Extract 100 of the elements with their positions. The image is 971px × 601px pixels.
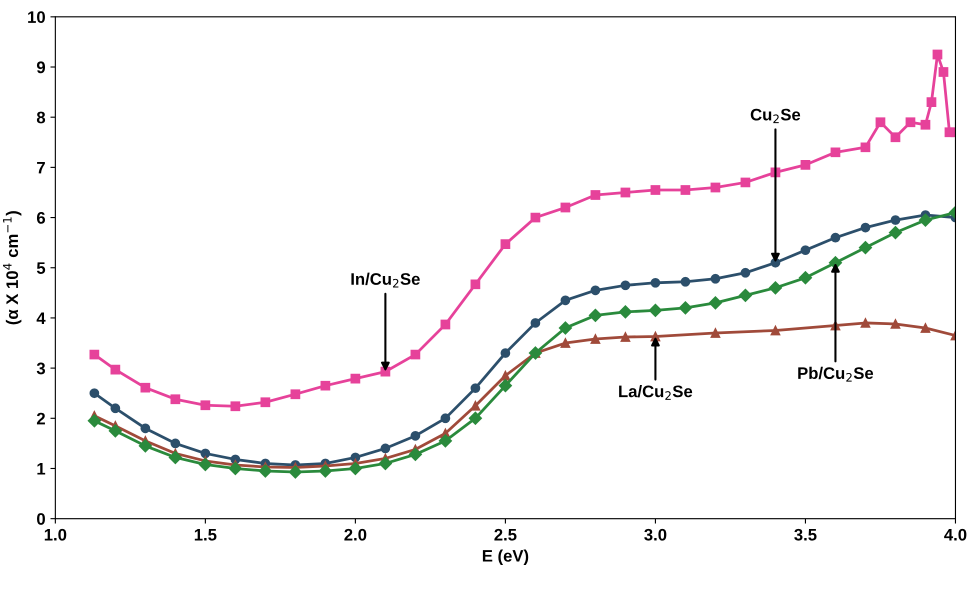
point [890, 319, 900, 329]
point [470, 279, 480, 290]
point [648, 304, 662, 317]
point [200, 400, 210, 410]
point [860, 318, 870, 328]
point [918, 213, 932, 227]
point [440, 320, 450, 330]
y-axis-title: (α X 10$^{4}$ cm$^{−1}$) [3, 211, 22, 324]
point [560, 296, 570, 306]
point [348, 462, 362, 476]
point [138, 439, 152, 452]
point [770, 326, 780, 336]
point [888, 226, 902, 240]
point [198, 458, 212, 472]
x-tick-label: 3.0 [644, 528, 666, 541]
point [740, 178, 750, 188]
point [378, 456, 392, 470]
point [500, 348, 510, 358]
x-tick-label: 1.5 [194, 528, 216, 541]
point [926, 97, 936, 107]
point [560, 338, 570, 348]
point [920, 120, 930, 130]
y-tick-label: 1 [37, 463, 46, 475]
y-tick-label: 2 [36, 412, 45, 424]
point [860, 142, 870, 152]
point [228, 462, 242, 476]
annotation: In/Cu$_{2}$Se [351, 272, 420, 288]
point [800, 160, 810, 170]
x-tick-label: 3.5 [794, 528, 817, 541]
x-tick-label: 2.0 [344, 528, 366, 541]
point [230, 401, 240, 412]
point [560, 202, 570, 212]
point [830, 147, 840, 158]
point [140, 382, 150, 393]
point [620, 188, 630, 198]
point [350, 374, 360, 384]
point [88, 414, 101, 428]
y-tick-label: 10 [28, 11, 45, 24]
y-tick-label: 5 [36, 262, 46, 274]
point [500, 239, 510, 250]
y-tick-label: 4 [36, 312, 46, 324]
point [710, 182, 720, 192]
point [768, 281, 782, 294]
point [530, 318, 540, 328]
point [168, 450, 182, 464]
point [680, 276, 690, 287]
point [89, 350, 100, 360]
x-tick-label: 1.0 [44, 528, 66, 541]
point [830, 232, 840, 242]
point [89, 388, 100, 398]
point [890, 215, 900, 225]
point [108, 424, 122, 438]
point [710, 328, 720, 338]
point [380, 444, 390, 454]
point [200, 448, 210, 458]
point [410, 431, 420, 441]
point [438, 434, 452, 448]
point [260, 397, 270, 408]
point [470, 383, 480, 394]
y-tick-label: 0 [37, 513, 45, 525]
point [590, 334, 600, 344]
point [738, 288, 752, 302]
point [170, 394, 180, 404]
point [590, 285, 600, 296]
point [680, 185, 690, 195]
point [530, 212, 540, 222]
point [708, 296, 722, 310]
point [320, 380, 330, 391]
point [620, 280, 630, 290]
point [938, 67, 948, 77]
x-tick-label: 2.5 [494, 528, 517, 541]
x-axis-title: E (eV) [482, 549, 528, 566]
point [468, 412, 482, 425]
point [500, 370, 510, 380]
point [858, 241, 872, 254]
point [798, 271, 812, 284]
point [800, 245, 810, 256]
point [920, 323, 930, 333]
point [110, 403, 120, 414]
y-tick-label: 8 [36, 112, 46, 124]
point [258, 464, 272, 478]
point [650, 185, 660, 195]
point [558, 321, 572, 335]
y-tick-label: 9 [36, 61, 46, 74]
annotation: Pb/Cu$_{2}$Se [798, 366, 874, 382]
annotation: Cu$_{2}$Se [750, 108, 800, 124]
point [710, 274, 720, 284]
point [170, 438, 180, 448]
point [408, 448, 422, 462]
y-tick-label: 3 [36, 362, 46, 374]
point [590, 190, 600, 200]
point [470, 400, 480, 411]
point [588, 308, 602, 322]
point [876, 117, 886, 128]
point [288, 465, 302, 479]
point [906, 117, 916, 128]
point [290, 389, 300, 400]
y-tick-label: 6 [36, 212, 46, 224]
point [440, 413, 450, 424]
annotation: La/Cu$_{2}$Se [619, 385, 692, 400]
